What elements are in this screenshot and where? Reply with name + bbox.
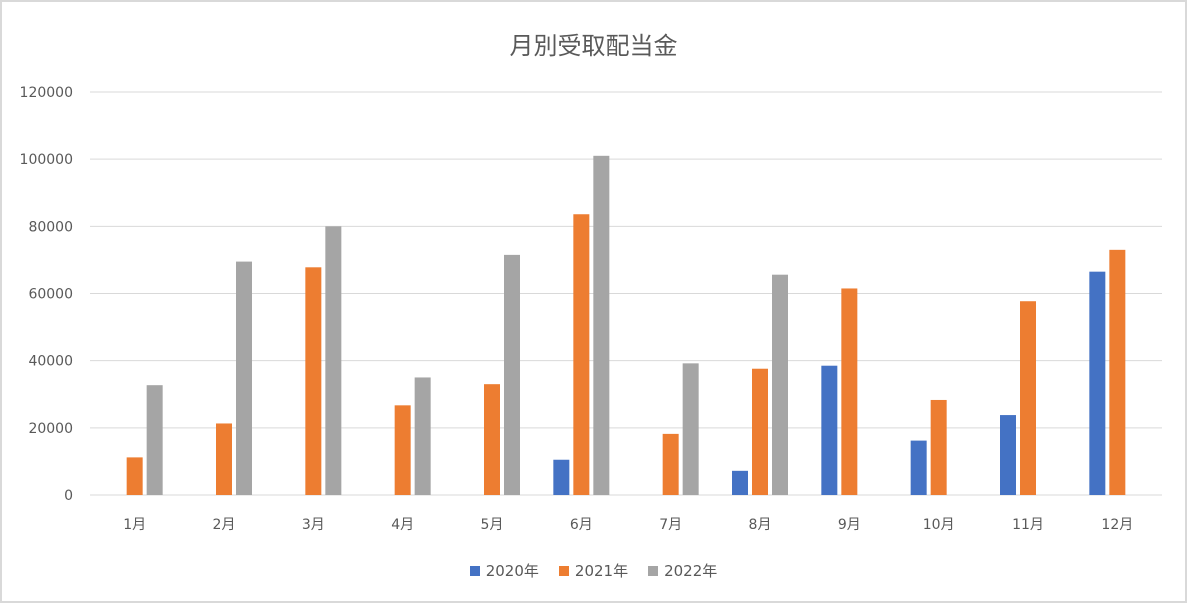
- legend-swatch-2021: [558, 565, 569, 576]
- x-tick-label: 3月: [302, 517, 325, 533]
- bar[interactable]: [414, 377, 431, 495]
- legend-swatch-2022: [648, 565, 659, 576]
- y-tick-label: 40000: [28, 354, 73, 370]
- y-axis-labels: 0 20000 40000 60000 80000 100000 120000: [20, 85, 73, 504]
- bar[interactable]: [1000, 415, 1016, 495]
- x-tick-label: 8月: [749, 517, 772, 533]
- bar[interactable]: [930, 399, 947, 495]
- bar[interactable]: [752, 368, 768, 495]
- bar[interactable]: [772, 274, 788, 495]
- bar[interactable]: [553, 459, 570, 495]
- bar[interactable]: [682, 363, 699, 495]
- x-tick-label: 5月: [481, 517, 504, 533]
- bar[interactable]: [504, 254, 520, 495]
- x-tick-label: 6月: [570, 517, 593, 533]
- bar[interactable]: [841, 288, 858, 495]
- legend-label-2022: 2022年: [664, 562, 718, 580]
- x-tick-label: 9月: [838, 517, 861, 533]
- legend-label-2021: 2021年: [574, 562, 629, 580]
- x-tick-label: 10月: [923, 517, 955, 533]
- bar[interactable]: [394, 405, 411, 495]
- y-tick-label: 100000: [20, 152, 73, 168]
- x-tick-label: 4月: [391, 517, 414, 533]
- x-axis-labels: 1月 2月 3月 4月 5月 6月 7月 8月 9月 10月 11月 12月: [123, 517, 1133, 533]
- x-tick-label: 2月: [213, 517, 236, 533]
- gridlines: [90, 91, 1162, 496]
- bar[interactable]: [484, 384, 500, 495]
- bar[interactable]: [662, 433, 679, 495]
- bar[interactable]: [732, 470, 748, 495]
- legend: 2020年 2021年 2022年: [0, 560, 1187, 581]
- legend-item-2021[interactable]: 2021年: [558, 560, 629, 581]
- legend-item-2020[interactable]: 2020年: [469, 560, 539, 581]
- y-tick-label: 60000: [28, 287, 73, 303]
- bar[interactable]: [146, 385, 163, 495]
- bar[interactable]: [126, 457, 143, 495]
- x-tick-label: 11月: [1012, 517, 1044, 533]
- bar[interactable]: [236, 261, 252, 495]
- x-tick-label: 7月: [659, 517, 682, 533]
- x-tick-label: 1月: [123, 517, 146, 533]
- bar[interactable]: [1020, 301, 1036, 495]
- x-tick-label: 12月: [1101, 517, 1133, 533]
- bar[interactable]: [910, 440, 927, 495]
- y-tick-label: 80000: [28, 219, 73, 235]
- legend-item-2022[interactable]: 2022年: [648, 560, 717, 581]
- legend-swatch-2020: [469, 565, 480, 576]
- bar[interactable]: [1089, 271, 1106, 495]
- bar[interactable]: [593, 155, 610, 495]
- y-tick-label: 20000: [28, 421, 73, 437]
- y-tick-label: 120000: [20, 85, 73, 101]
- bar[interactable]: [821, 365, 838, 495]
- bar[interactable]: [1109, 249, 1126, 495]
- legend-label-2020: 2020年: [485, 562, 539, 580]
- chart-title: 月別受取配当金: [509, 32, 678, 60]
- y-tick-label: 0: [64, 488, 73, 504]
- bar[interactable]: [325, 226, 342, 496]
- bars: [126, 155, 1126, 496]
- bar[interactable]: [216, 423, 232, 495]
- bar[interactable]: [305, 267, 322, 495]
- bar[interactable]: [573, 214, 590, 495]
